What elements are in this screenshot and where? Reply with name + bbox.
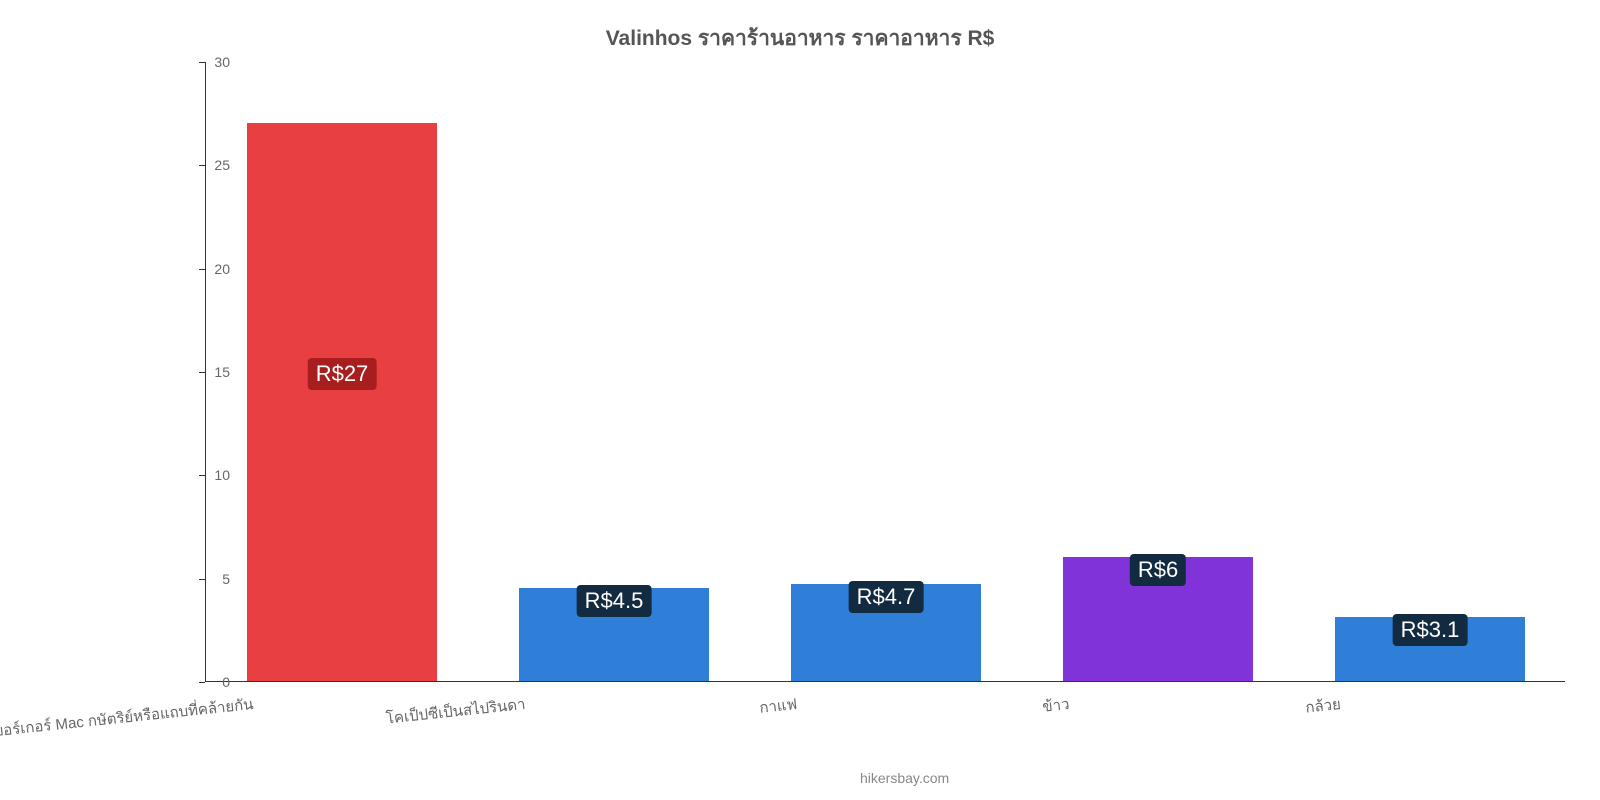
y-tick-mark	[199, 165, 205, 166]
bar-value-label: R$4.5	[577, 585, 652, 617]
y-tick-label: 0	[190, 674, 230, 690]
bar-value-label: R$27	[308, 358, 377, 390]
y-tick-label: 5	[190, 571, 230, 587]
y-tick-mark	[199, 62, 205, 63]
chart-title: Valinhos ราคาร้านอาหาร ราคาอาหาร R$	[0, 22, 1600, 55]
y-tick-mark	[199, 269, 205, 270]
bar-value-label: R$6	[1130, 554, 1186, 586]
y-tick-label: 15	[190, 364, 230, 380]
x-category-label: ข้าว	[1041, 692, 1070, 719]
y-tick-label: 30	[190, 54, 230, 70]
attribution-text: hikersbay.com	[860, 770, 949, 786]
bar	[247, 123, 437, 681]
x-category-label: กล้วย	[1305, 692, 1343, 720]
plot-area: R$27 R$4.5 R$4.7 R$6 R$3.1	[205, 62, 1565, 682]
y-tick-label: 10	[190, 467, 230, 483]
x-category-label: เบอร์เกอร์ Mac กษัตริย์หรือแถบที่คล้ายกั…	[0, 692, 254, 744]
y-tick-mark	[199, 372, 205, 373]
y-tick-mark	[199, 475, 205, 476]
x-category-label: กาแฟ	[758, 692, 798, 720]
y-tick-label: 25	[190, 157, 230, 173]
y-tick-mark	[199, 682, 205, 683]
bar-value-label: R$4.7	[849, 581, 924, 613]
bar-value-label: R$3.1	[1393, 614, 1468, 646]
y-tick-label: 20	[190, 261, 230, 277]
y-tick-mark	[199, 579, 205, 580]
chart-container: Valinhos ราคาร้านอาหาร ราคาอาหาร R$ R$27…	[0, 0, 1600, 800]
x-category-label: โคเป็ปซีเป็นสไปรินดา	[385, 692, 527, 731]
